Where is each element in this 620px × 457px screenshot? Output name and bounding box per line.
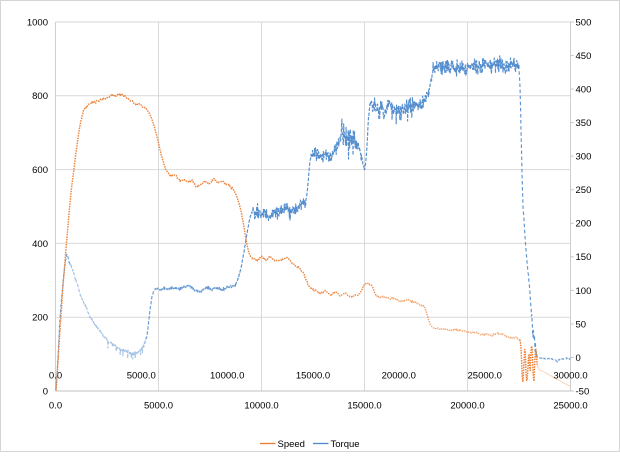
svg-text:450: 450: [576, 51, 592, 62]
svg-text:800: 800: [32, 91, 48, 102]
svg-text:100: 100: [576, 286, 592, 297]
svg-text:20000.0: 20000.0: [450, 400, 484, 411]
svg-text:150: 150: [576, 252, 592, 263]
svg-text:0: 0: [576, 353, 581, 364]
svg-text:10000.0: 10000.0: [210, 370, 244, 381]
svg-text:400: 400: [32, 239, 48, 250]
svg-text:250: 250: [576, 185, 592, 196]
svg-text:0.0: 0.0: [49, 400, 62, 411]
svg-text:500: 500: [576, 17, 592, 28]
svg-text:400: 400: [576, 85, 592, 96]
svg-text:600: 600: [32, 165, 48, 176]
svg-text:10000.0: 10000.0: [244, 400, 278, 411]
svg-text:-50: -50: [576, 386, 590, 397]
svg-text:200: 200: [576, 219, 592, 230]
svg-text:15000.0: 15000.0: [347, 400, 381, 411]
svg-text:300: 300: [576, 152, 592, 163]
svg-text:0: 0: [43, 386, 48, 397]
svg-text:Speed: Speed: [278, 439, 305, 450]
svg-text:15000.0: 15000.0: [296, 370, 330, 381]
svg-text:5000.0: 5000.0: [127, 370, 156, 381]
svg-text:25000.0: 25000.0: [553, 400, 587, 411]
svg-text:1000: 1000: [27, 17, 48, 28]
svg-text:Torque: Torque: [331, 439, 360, 450]
svg-text:350: 350: [576, 118, 592, 129]
svg-text:30000.0: 30000.0: [553, 370, 587, 381]
svg-text:20000.0: 20000.0: [382, 370, 416, 381]
svg-text:0.0: 0.0: [49, 370, 62, 381]
svg-text:50: 50: [576, 319, 587, 330]
svg-text:25000.0: 25000.0: [468, 370, 502, 381]
svg-text:5000.0: 5000.0: [144, 400, 173, 411]
svg-text:200: 200: [32, 313, 48, 324]
